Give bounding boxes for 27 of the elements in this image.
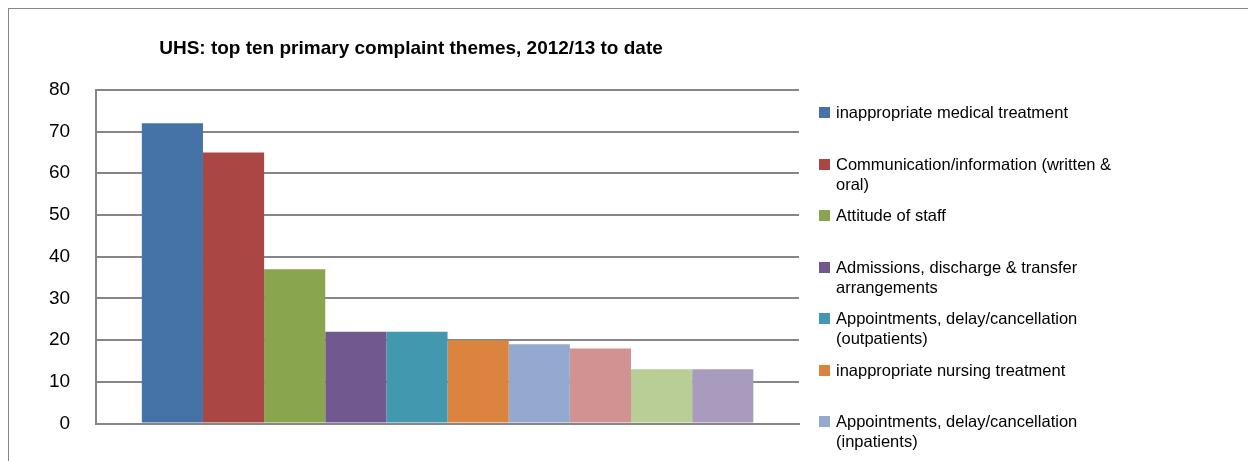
legend-label: Appointments, delay/cancellation (outpatients): [836, 308, 1079, 348]
legend-label: Attitude of staff: [836, 205, 947, 225]
bar: [141, 123, 203, 423]
bar: [325, 331, 387, 423]
y-tick-label: 10: [48, 370, 71, 392]
y-tick-label: 30: [48, 286, 71, 308]
y-tick-label: 70: [48, 119, 71, 141]
legend-label: inappropriate medical treatment: [836, 102, 1070, 122]
y-tick-label: 60: [48, 161, 71, 183]
y-tick-label: 40: [48, 244, 71, 266]
bar: [264, 269, 326, 423]
bar: [631, 369, 693, 423]
bar: [569, 348, 632, 423]
bar: [692, 369, 754, 423]
legend-label: inappropriate nursing treatment: [836, 359, 1067, 380]
bar: [508, 344, 570, 423]
bar: [386, 331, 448, 423]
y-tick-label: 80: [48, 78, 71, 100]
y-tick-label: 0: [59, 411, 71, 433]
y-tick-label: 50: [48, 203, 71, 225]
bar: [202, 152, 265, 423]
legend-label: Appointments, delay/cancellation (inpatients): [836, 411, 1079, 451]
y-tick-label: 20: [48, 328, 71, 350]
chart-title: UHS: top ten primary complaint themes, 2012/13 to date: [159, 36, 663, 58]
bar: [447, 340, 509, 423]
legend-label: Admissions, discharge & transfer arrangements: [836, 256, 1079, 297]
legend-label: Communication/information (written & oral): [836, 153, 1113, 194]
